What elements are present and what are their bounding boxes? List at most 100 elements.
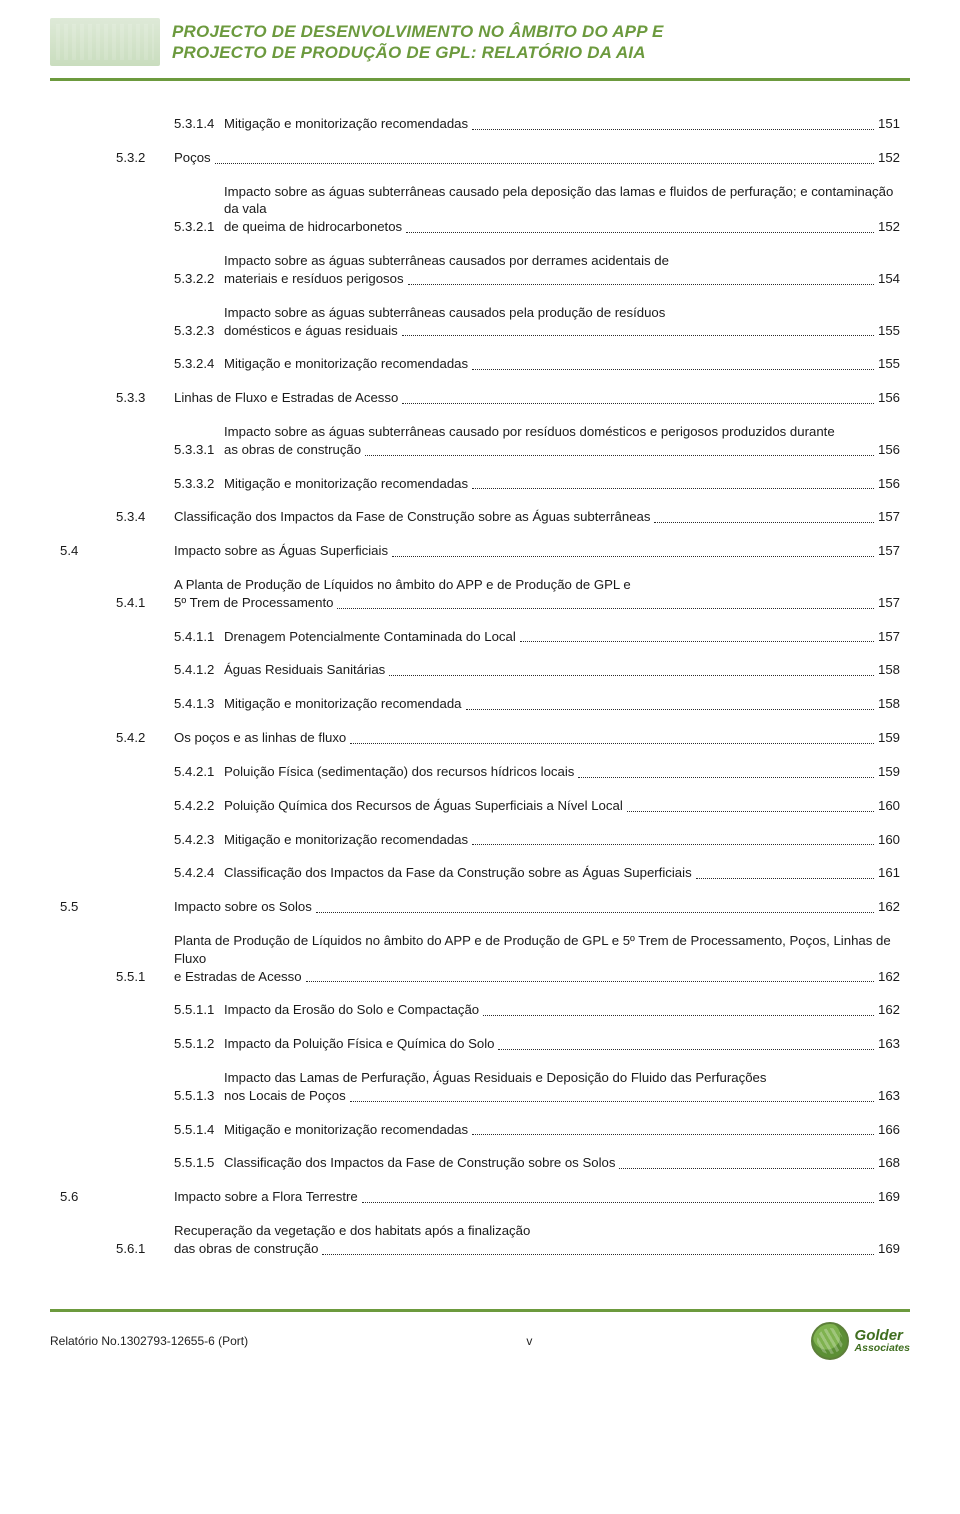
toc-last-line: Linhas de Fluxo e Estradas de Acesso156 [174, 389, 900, 407]
toc-page-number: 163 [878, 1087, 900, 1105]
toc-title-tail: de queima de hidrocarbonetos [224, 218, 402, 236]
toc-last-line: as obras de construção156 [224, 441, 900, 459]
toc-spacer [60, 173, 900, 183]
toc-title-head: Impacto sobre as águas subterrâneas caus… [224, 423, 900, 441]
toc-text-wrap: Drenagem Potencialmente Contaminada do L… [224, 628, 900, 646]
toc-row: 5.5.1.3Impacto das Lamas de Perfuração, … [60, 1069, 900, 1105]
toc-title-tail: das obras de construção [174, 1240, 318, 1258]
toc-section-number: 5.4.1.3 [174, 695, 224, 713]
toc-text-wrap: Mitigação e monitorização recomendadas16… [224, 831, 900, 849]
toc-spacer [60, 1025, 900, 1035]
toc-row: 5.4.2.1Poluição Física (sedimentação) do… [60, 763, 900, 781]
toc-spacer [60, 888, 900, 898]
toc-row: 5.3.2.1Impacto sobre as águas subterrâne… [60, 183, 900, 236]
toc-title-head: Impacto sobre as águas subterrâneas caus… [224, 252, 900, 270]
toc-title-tail: Mitigação e monitorização recomendadas [224, 1121, 468, 1139]
toc-last-line: Impacto da Erosão do Solo e Compactação1… [224, 1001, 900, 1019]
toc-section-number: 5.5.1.3 [174, 1087, 224, 1105]
toc-text-wrap: Impacto sobre as águas subterrâneas caus… [224, 183, 900, 236]
toc-section-number: 5.4.2.1 [174, 763, 224, 781]
toc-last-line: Mitigação e monitorização recomendadas15… [224, 355, 900, 373]
toc-section-number: 5.3.3.2 [174, 475, 224, 493]
toc-row: 5.5.1Planta de Produção de Líquidos no â… [60, 932, 900, 985]
toc-row: 5.3.2Poços152 [60, 149, 900, 167]
toc-leader-dots [654, 522, 874, 523]
toc-last-line: materiais e resíduos perigosos154 [224, 270, 900, 288]
toc-section-number: 5.5.1.2 [174, 1035, 224, 1053]
toc-spacer [60, 787, 900, 797]
toc-row: 5.3.1.4Mitigação e monitorização recomen… [60, 115, 900, 133]
toc-row: 5.4.1.2Águas Residuais Sanitárias158 [60, 661, 900, 679]
toc-row: 5.4Impacto sobre as Águas Superficiais15… [60, 542, 900, 560]
toc-spacer [60, 651, 900, 661]
toc-leader-dots [619, 1168, 874, 1169]
toc-spacer [60, 498, 900, 508]
toc-leader-dots [362, 1202, 874, 1203]
toc-section-number: 5.4.2.4 [174, 864, 224, 882]
toc-content: 5.3.1.4Mitigação e monitorização recomen… [0, 81, 960, 1384]
toc-leader-dots [389, 675, 874, 676]
toc-text-wrap: Mitigação e monitorização recomendadas16… [224, 1121, 900, 1139]
toc-last-line: Poluição Física (sedimentação) dos recur… [224, 763, 900, 781]
toc-last-line: Impacto sobre a Flora Terrestre169 [174, 1188, 900, 1206]
toc-text-wrap: Classificação dos Impactos da Fase da Co… [224, 864, 900, 882]
toc-text-wrap: Impacto sobre as águas subterrâneas caus… [224, 252, 900, 288]
toc-title-tail: Águas Residuais Sanitárias [224, 661, 385, 679]
toc-text-wrap: Impacto da Poluição Física e Química do … [224, 1035, 900, 1053]
toc-title-tail: Impacto sobre os Solos [174, 898, 312, 916]
toc-text-wrap: Os poços e as linhas de fluxo159 [174, 729, 900, 747]
toc-leader-dots [306, 981, 874, 982]
toc-text-wrap: Recuperação da vegetação e dos habitats … [174, 1222, 900, 1258]
toc-row: 5.3.2.2Impacto sobre as águas subterrâne… [60, 252, 900, 288]
toc-section-number: 5.4.1.1 [174, 628, 224, 646]
toc-title-tail: as obras de construção [224, 441, 361, 459]
toc-last-line: Impacto sobre os Solos162 [174, 898, 900, 916]
toc-text-wrap: Linhas de Fluxo e Estradas de Acesso156 [174, 389, 900, 407]
toc-title-tail: Classificação dos Impactos da Fase de Co… [174, 508, 650, 526]
toc-section-number: 5.3.4 [116, 508, 174, 526]
header-title-line2: PROJECTO DE PRODUÇÃO DE GPL: RELATÓRIO D… [172, 43, 646, 62]
toc-text-wrap: Impacto sobre a Flora Terrestre169 [174, 1188, 900, 1206]
toc-leader-dots [365, 455, 874, 456]
toc-leader-dots [498, 1049, 874, 1050]
toc-title-head: Impacto sobre as águas subterrâneas caus… [224, 304, 900, 322]
toc-spacer [60, 139, 900, 149]
toc-title-head: Impacto sobre as águas subterrâneas caus… [224, 183, 900, 219]
toc-title-head: Impacto das Lamas de Perfuração, Águas R… [224, 1069, 900, 1087]
toc-text-wrap: Poluição Física (sedimentação) dos recur… [224, 763, 900, 781]
toc-row: 5.5.1.1Impacto da Erosão do Solo e Compa… [60, 1001, 900, 1019]
toc-leader-dots [627, 811, 874, 812]
header-title: PROJECTO DE DESENVOLVIMENTO NO ÂMBITO DO… [172, 21, 664, 64]
toc-title-tail: Drenagem Potencialmente Contaminada do L… [224, 628, 516, 646]
header-title-line1: PROJECTO DE DESENVOLVIMENTO NO ÂMBITO DO… [172, 22, 664, 41]
toc-leader-dots [406, 232, 874, 233]
toc-spacer [60, 379, 900, 389]
toc-section-number: 5.4.1 [116, 594, 174, 612]
toc-text-wrap: Impacto sobre as Águas Superficiais157 [174, 542, 900, 560]
toc-last-line: domésticos e águas residuais155 [224, 322, 900, 340]
toc-leader-dots [322, 1254, 874, 1255]
toc-last-line: Os poços e as linhas de fluxo159 [174, 729, 900, 747]
toc-row: 5.4.2.4Classificação dos Impactos da Fas… [60, 864, 900, 882]
toc-page-number: 159 [878, 729, 900, 747]
toc-spacer [60, 991, 900, 1001]
page-header: PROJECTO DE DESENVOLVIMENTO NO ÂMBITO DO… [0, 0, 960, 74]
toc-text-wrap: Classificação dos Impactos da Fase de Co… [224, 1154, 900, 1172]
toc-text-wrap: Impacto sobre as águas subterrâneas caus… [224, 304, 900, 340]
toc-page-number: 161 [878, 864, 900, 882]
toc-leader-dots [472, 129, 874, 130]
toc-page-number: 168 [878, 1154, 900, 1172]
toc-page-number: 156 [878, 475, 900, 493]
toc-row: 5.6.1Recuperação da vegetação e dos habi… [60, 1222, 900, 1258]
toc-title-tail: Classificação dos Impactos da Fase de Co… [224, 1154, 615, 1172]
toc-page-number: 156 [878, 389, 900, 407]
toc-last-line: Impacto da Poluição Física e Química do … [224, 1035, 900, 1053]
toc-section-number: 5.4 [60, 542, 174, 560]
toc-title-tail: Mitigação e monitorização recomendadas [224, 475, 468, 493]
toc-section-number: 5.3.2.3 [174, 322, 224, 340]
toc-title-tail: Poluição Química dos Recursos de Águas S… [224, 797, 623, 815]
toc-last-line: Impacto sobre as Águas Superficiais157 [174, 542, 900, 560]
toc-page-number: 152 [878, 218, 900, 236]
toc-title-tail: domésticos e águas residuais [224, 322, 398, 340]
toc-section-number: 5.3.3.1 [174, 441, 224, 459]
